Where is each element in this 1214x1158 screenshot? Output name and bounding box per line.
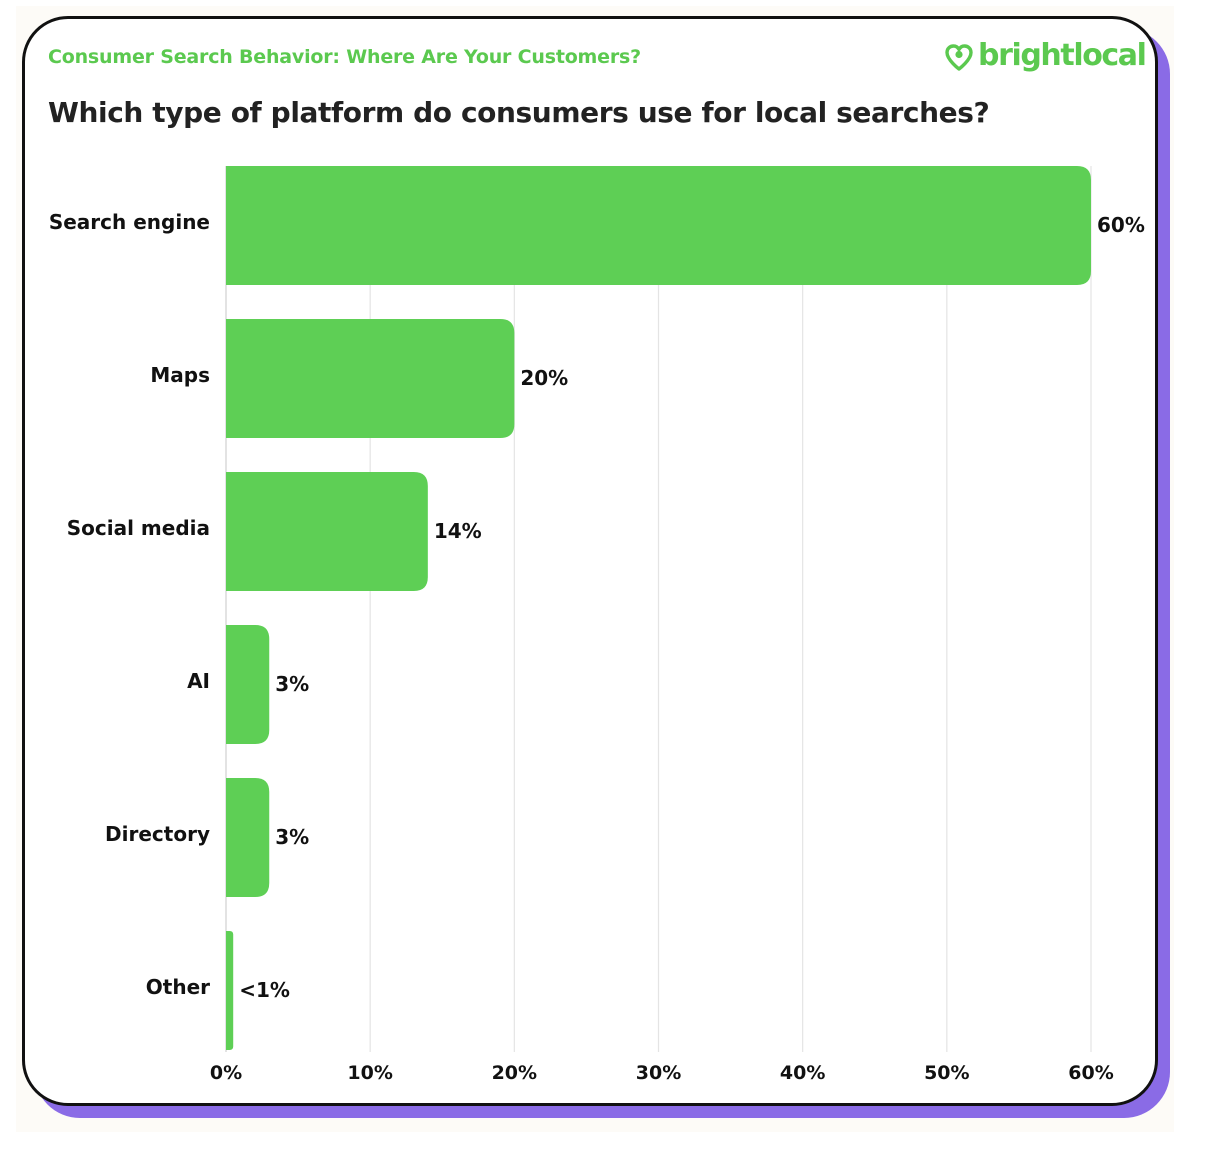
brand-name: brightlocal [978, 38, 1147, 73]
chart-title: Which type of platform do consumers use … [48, 96, 990, 129]
x-tick-label: 20% [492, 1062, 537, 1084]
bar [226, 472, 428, 591]
x-tick-label: 40% [780, 1062, 825, 1084]
category-label: Directory [105, 822, 210, 846]
bar [226, 778, 270, 897]
category-label: Other [146, 975, 210, 999]
value-label: <1% [239, 978, 290, 1002]
category-label: Maps [150, 363, 210, 387]
heart-pin-icon [945, 44, 973, 71]
x-tick-label: 30% [636, 1062, 681, 1084]
category-label: Search engine [49, 210, 210, 234]
bar [226, 166, 1091, 285]
value-label: 60% [1097, 213, 1145, 237]
category-label: AI [187, 669, 210, 693]
brightlocal-logo: brightlocal [944, 38, 1147, 78]
bar [226, 625, 270, 744]
value-label: 3% [275, 825, 309, 849]
bar [226, 319, 515, 438]
x-tick-label: 0% [210, 1062, 242, 1084]
value-label: 3% [275, 672, 309, 696]
x-tick-label: 60% [1068, 1062, 1113, 1084]
x-tick-label: 50% [924, 1062, 969, 1084]
eyebrow-title: Consumer Search Behavior: Where Are Your… [48, 46, 641, 68]
category-label: Social media [67, 516, 210, 540]
value-label: 14% [434, 519, 482, 543]
bar [226, 931, 234, 1050]
x-tick-label: 10% [347, 1062, 392, 1084]
value-label: 20% [520, 366, 568, 390]
